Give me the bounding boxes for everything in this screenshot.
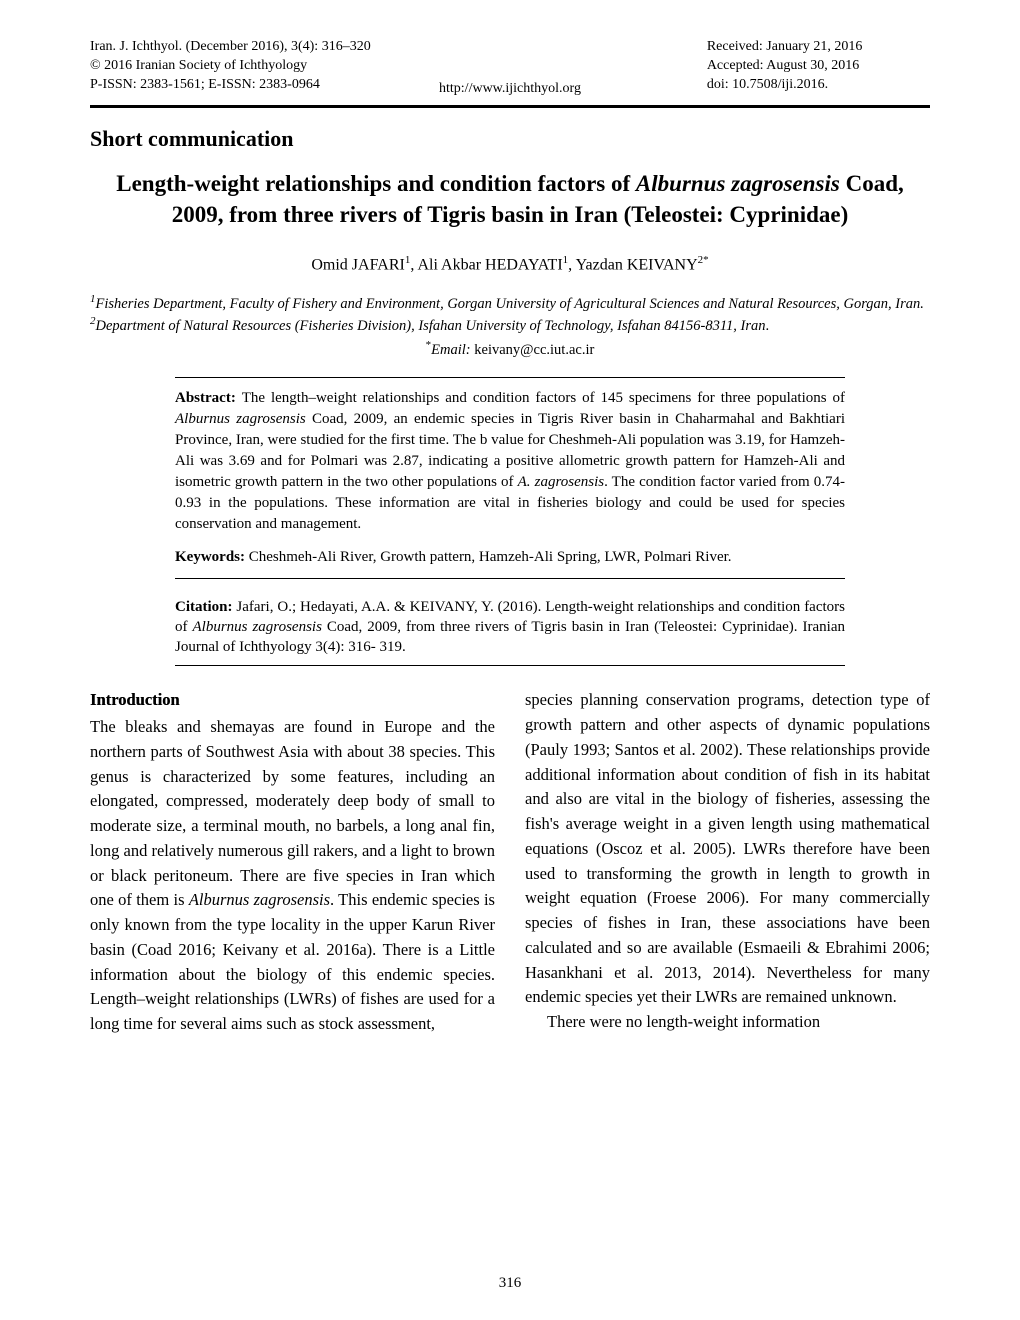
keywords-text: Cheshmeh-Ali River, Growth pattern, Hamz… (249, 549, 732, 565)
received-line: Received: January 21, 2016 (707, 38, 930, 57)
journal-line: Iran. J. Ichthyol. (December 2016), 3(4)… (90, 38, 493, 57)
doi-line: doi: 10.7508/iji.2016. (707, 76, 930, 95)
author-2: , Ali Akbar HEDAYATI (410, 256, 562, 273)
keywords-block: Keywords: Cheshmeh-Ali River, Growth pat… (175, 547, 845, 568)
citation-block: Citation: Jafari, O.; Hedayati, A.A. & K… (175, 591, 845, 667)
column-right: species planning conservation programs, … (525, 688, 930, 1037)
article-type: Short communication (90, 126, 930, 152)
aff2-period: . (766, 318, 770, 334)
affiliations: 1Fisheries Department, Faculty of Fisher… (90, 292, 930, 337)
aff1-text: Fisheries Department, Faculty of Fishery… (96, 296, 924, 312)
author-1: Omid JAFARI (311, 256, 405, 273)
abstract-block: Abstract: The length–weight relationship… (175, 377, 845, 579)
title-pre: Length-weight relationships and conditio… (116, 171, 636, 196)
column-left: Introduction The bleaks and shemayas are… (90, 688, 495, 1037)
header-left: Iran. J. Ichthyol. (December 2016), 3(4)… (90, 38, 493, 95)
keywords-label: Keywords: (175, 549, 249, 565)
page-number: 316 (0, 1275, 1020, 1292)
abstract-label: Abstract: (175, 390, 242, 406)
header-right: Received: January 21, 2016 Accepted: Aug… (527, 38, 930, 95)
email-value: keivany@cc.iut.ac.ir (471, 342, 595, 358)
article-title: Length-weight relationships and conditio… (108, 168, 912, 230)
divider-rule (90, 105, 930, 108)
aff2-text: Department of Natural Resources (Fisheri… (96, 318, 766, 334)
intro-p1-pre: The bleaks and shemayas are found in Eur… (90, 717, 495, 909)
intro-paragraph-1: The bleaks and shemayas are found in Eur… (90, 715, 495, 1037)
copyright-line: © 2016 Iranian Society of Ichthyology (90, 57, 493, 76)
col2-paragraph-1: species planning conservation programs, … (525, 688, 930, 1010)
email-label: Email: (431, 342, 470, 358)
citation-label: Citation: (175, 599, 236, 615)
col2-paragraph-2: There were no length-weight information (525, 1010, 930, 1035)
corresponding-email: *Email: keivany@cc.iut.ac.ir (90, 339, 930, 359)
author-3-sup: 2* (698, 254, 709, 266)
intro-p1-post: . This endemic species is only known fro… (90, 890, 495, 1033)
citation-species: Alburnus zagrosensis (192, 619, 321, 635)
abstract-paragraph: Abstract: The length–weight relationship… (175, 388, 845, 535)
abstract-species-1: Alburnus zagrosensis (175, 411, 306, 427)
body-columns: Introduction The bleaks and shemayas are… (90, 688, 930, 1037)
accepted-line: Accepted: August 30, 2016 (707, 57, 930, 76)
abstract-species-2: A. zagrosensis (518, 474, 604, 490)
intro-species: Alburnus zagrosensis (189, 890, 330, 909)
issn-line: P-ISSN: 2383-1561; E-ISSN: 2383-0964 (90, 76, 493, 95)
author-3: , Yazdan KEIVANY (568, 256, 697, 273)
abstract-text-pre: The length–weight relationships and cond… (242, 390, 845, 406)
authors-line: Omid JAFARI1, Ali Akbar HEDAYATI1, Yazda… (90, 254, 930, 274)
title-species: Alburnus zagrosensis (636, 171, 840, 196)
intro-heading: Introduction (90, 688, 495, 713)
